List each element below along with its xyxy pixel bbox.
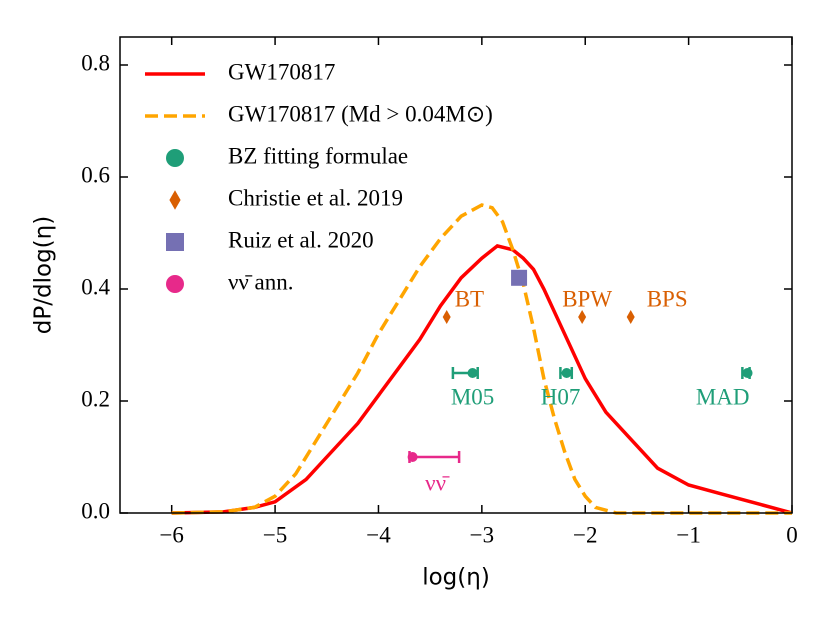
y-tick-label: 0.6 bbox=[81, 162, 110, 187]
point-label: BPS bbox=[647, 286, 688, 311]
line-series bbox=[171, 243, 793, 515]
line-series bbox=[171, 203, 792, 515]
x-tick-label: −1 bbox=[676, 522, 700, 547]
y-tick-label: 0.8 bbox=[81, 50, 110, 75]
x-tick-label: −3 bbox=[470, 522, 494, 547]
marker bbox=[442, 310, 451, 324]
legend-label: νν̄ ann. bbox=[228, 269, 294, 294]
x-tick-label: −4 bbox=[366, 522, 391, 547]
x-axis-label: log(η) bbox=[422, 565, 490, 591]
marker bbox=[467, 368, 478, 378]
y-axis-label: dP/dlog(η) bbox=[31, 216, 57, 334]
plot-frame bbox=[119, 36, 793, 514]
point-label: BPW bbox=[562, 286, 612, 311]
y-tick-label: 0.0 bbox=[81, 498, 110, 523]
marker bbox=[742, 368, 753, 378]
x-tick-label: −5 bbox=[263, 522, 287, 547]
marker bbox=[578, 310, 587, 324]
x-tick-label: −6 bbox=[159, 522, 183, 547]
x-tick-label: −2 bbox=[573, 522, 597, 547]
legend-swatch bbox=[166, 233, 184, 251]
legend-label: Christie et al. 2019 bbox=[228, 185, 403, 210]
marker bbox=[407, 452, 418, 462]
legend-swatch bbox=[166, 149, 184, 167]
marker bbox=[561, 368, 572, 378]
point-label: H07 bbox=[541, 384, 581, 409]
y-tick-label: 0.4 bbox=[81, 274, 110, 299]
legend-swatch bbox=[169, 190, 181, 210]
legend-label: GW170817 bbox=[228, 59, 335, 84]
marker bbox=[626, 310, 635, 324]
y-tick-label: 0.2 bbox=[81, 386, 110, 411]
legend-label: BZ fitting formulae bbox=[228, 143, 408, 168]
point-label: νν̄ bbox=[425, 470, 450, 495]
point-label: MAD bbox=[696, 384, 750, 409]
point-label: M05 bbox=[451, 384, 494, 409]
x-tick-label: 0 bbox=[786, 522, 798, 547]
legend-label: Ruiz et al. 2020 bbox=[228, 227, 374, 252]
point-label: BT bbox=[455, 286, 484, 311]
marker bbox=[511, 269, 528, 286]
legend-swatch bbox=[166, 275, 184, 293]
legend-label: GW170817 (Md > 0.04M⊙) bbox=[228, 101, 493, 126]
